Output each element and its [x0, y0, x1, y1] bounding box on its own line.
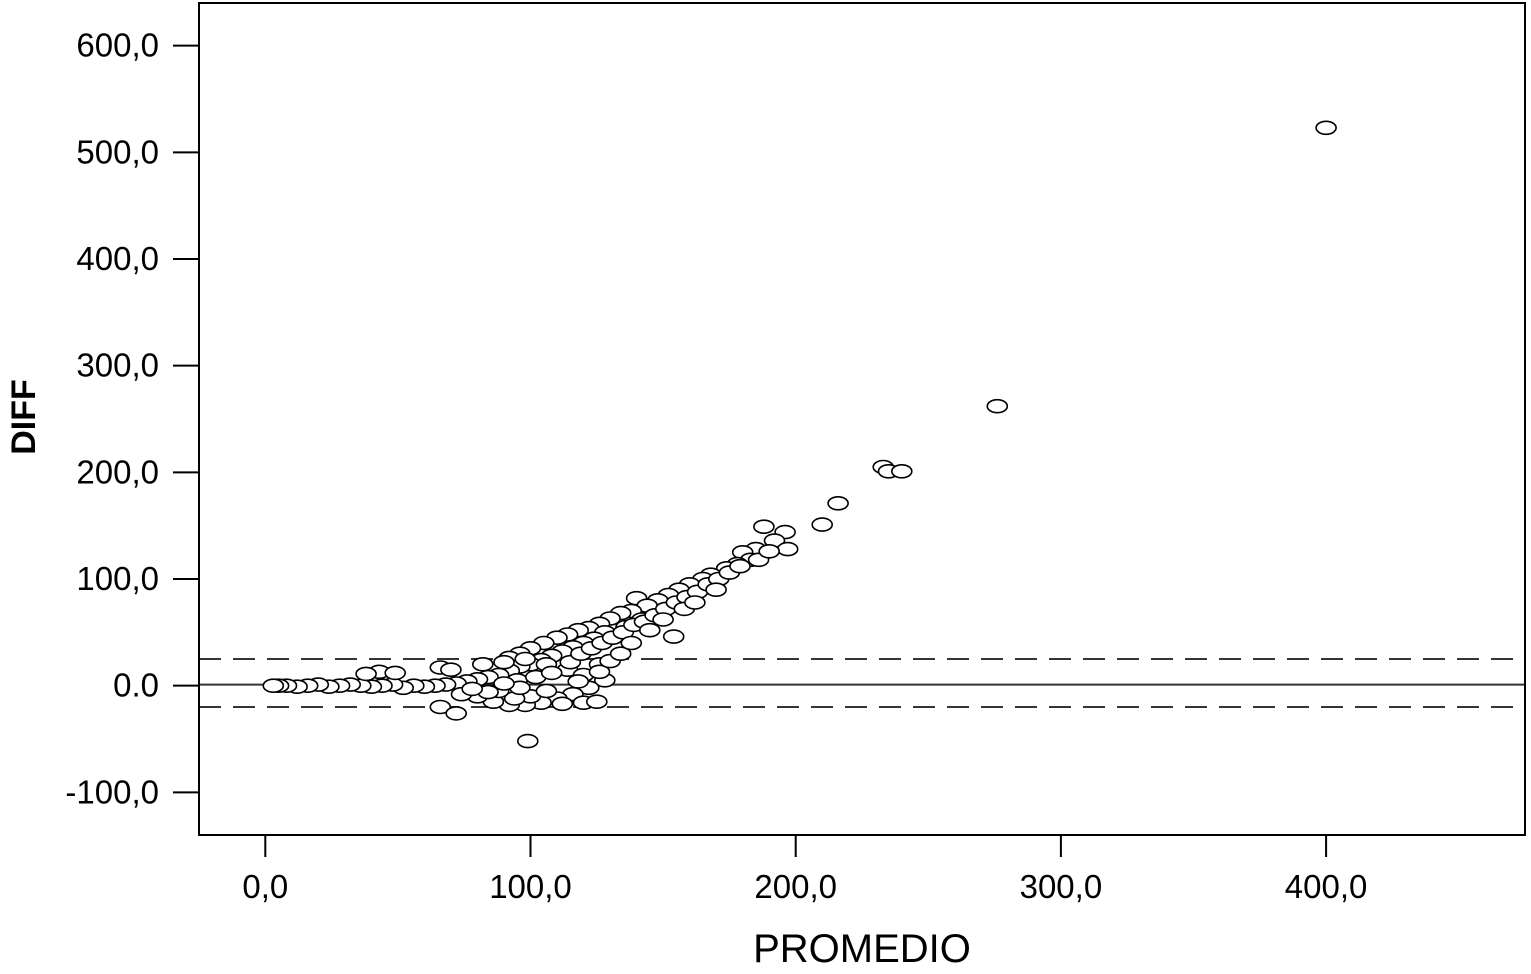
x-tick-label: 400,0 — [1285, 868, 1368, 905]
data-point — [811, 517, 834, 532]
data-point — [705, 582, 727, 598]
data-points — [262, 120, 1337, 749]
data-point — [429, 699, 452, 715]
data-point — [986, 398, 1009, 414]
y-tick-label: 200,0 — [76, 453, 159, 490]
data-point — [588, 664, 611, 680]
data-point — [540, 665, 563, 681]
x-tick-label: 0,0 — [242, 868, 288, 905]
y-axis-title: DIFF — [5, 379, 43, 455]
data-point — [514, 651, 537, 667]
data-point — [652, 612, 674, 627]
data-point — [684, 595, 706, 610]
plot-frame — [198, 2, 1526, 836]
data-point — [609, 646, 632, 662]
data-point — [384, 665, 407, 681]
data-point — [493, 654, 515, 670]
x-tick-label: 100,0 — [489, 868, 572, 905]
data-point — [729, 558, 751, 574]
data-point — [262, 678, 285, 694]
data-point — [638, 622, 661, 638]
data-point — [567, 674, 590, 689]
y-tick-label: -100,0 — [65, 773, 159, 810]
x-axis-title: PROMEDIO — [753, 927, 971, 971]
y-axis: 600,0 500,0 400,0 300,0 200,0 100,0 0.0 -100,0 — [65, 27, 199, 810]
y-tick-label: 400,0 — [76, 240, 159, 277]
data-point — [662, 629, 685, 644]
data-point — [753, 519, 775, 535]
data-point — [827, 495, 849, 511]
data-point — [516, 733, 539, 749]
y-tick-label: 0.0 — [113, 667, 159, 704]
y-tick-label: 600,0 — [76, 27, 159, 64]
x-tick-label: 300,0 — [1020, 868, 1103, 905]
data-point — [440, 662, 462, 678]
data-point — [776, 541, 799, 557]
data-point — [471, 656, 494, 672]
y-tick-label: 500,0 — [76, 133, 159, 170]
x-axis: 0,0 100,0 200,0 300,0 400,0 — [242, 835, 1367, 905]
x-tick-label: 200,0 — [754, 868, 837, 905]
data-point — [535, 683, 558, 699]
data-point — [620, 635, 643, 651]
data-point — [445, 706, 468, 721]
data-point — [890, 463, 913, 479]
data-point — [1315, 120, 1337, 136]
y-tick-label: 100,0 — [76, 560, 159, 597]
data-point — [355, 666, 377, 682]
data-point — [758, 543, 781, 559]
data-point — [461, 681, 484, 697]
data-point — [493, 676, 515, 691]
data-point — [585, 694, 608, 710]
y-tick-label: 300,0 — [76, 347, 159, 384]
data-point — [551, 696, 574, 712]
